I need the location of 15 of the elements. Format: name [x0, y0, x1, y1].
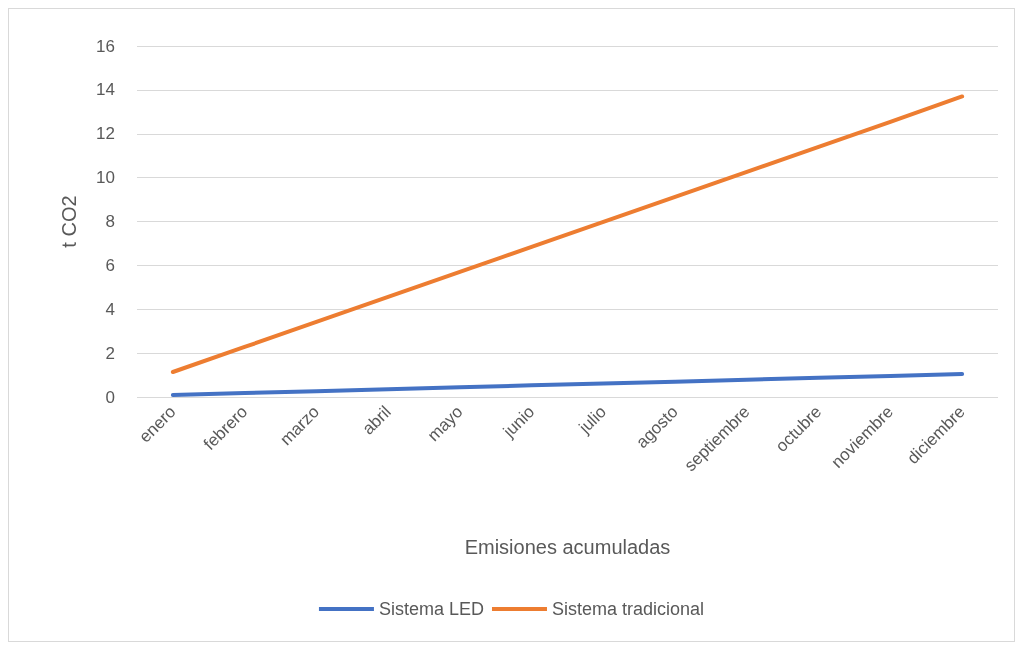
y-tick-label: 4 [105, 299, 115, 319]
y-tick-label: 12 [96, 124, 115, 144]
y-tick-label: 0 [105, 387, 115, 407]
y-tick-label: 16 [96, 36, 115, 56]
y-tick-label: 14 [96, 80, 115, 100]
x-axis-title: Emisiones acumuladas [464, 536, 671, 558]
legend-label: Sistema LED [378, 599, 484, 619]
line-series [170, 94, 965, 374]
y-tick-label: 10 [96, 168, 115, 188]
line-series [170, 371, 965, 398]
y-tick-label: 8 [105, 212, 115, 231]
y-tick-label: 2 [105, 343, 115, 363]
y-tick-label: 6 [105, 255, 115, 275]
legend-label: Sistema tradicional [551, 599, 705, 619]
y-axis-title: t CO2 [58, 195, 80, 248]
